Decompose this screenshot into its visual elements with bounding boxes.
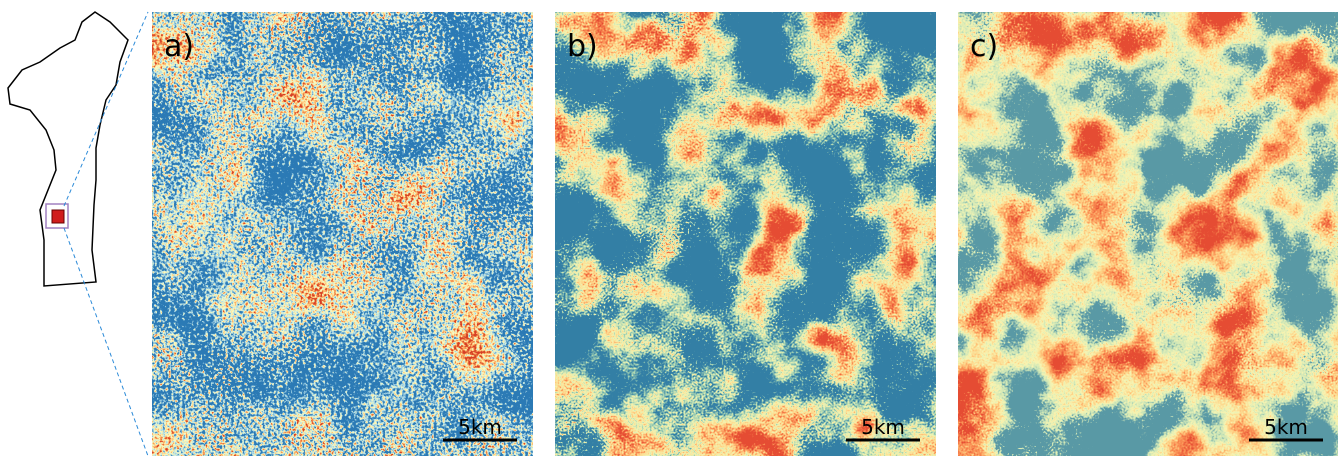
scale-label: 5km	[458, 415, 502, 439]
panels: a) 5km b) 5km c) 5km	[152, 12, 1338, 456]
study-area-outline	[45, 203, 69, 229]
map-image	[958, 12, 1338, 456]
panel-label: c)	[970, 29, 998, 64]
map-panel: c) 5km	[958, 12, 1338, 456]
map-panel: a) 5km	[152, 12, 533, 456]
study-area	[51, 209, 65, 224]
map-panel: b) 5km	[555, 12, 936, 456]
country-outline	[7, 11, 129, 287]
map-image	[555, 12, 936, 456]
panel-label: b)	[567, 29, 598, 64]
scale-label: 5km	[1264, 415, 1308, 439]
zoom-line	[63, 227, 149, 456]
zoom-line	[63, 11, 149, 207]
scale-label: 5km	[861, 415, 905, 439]
panel-label: a)	[164, 29, 194, 64]
map-image	[152, 12, 533, 456]
